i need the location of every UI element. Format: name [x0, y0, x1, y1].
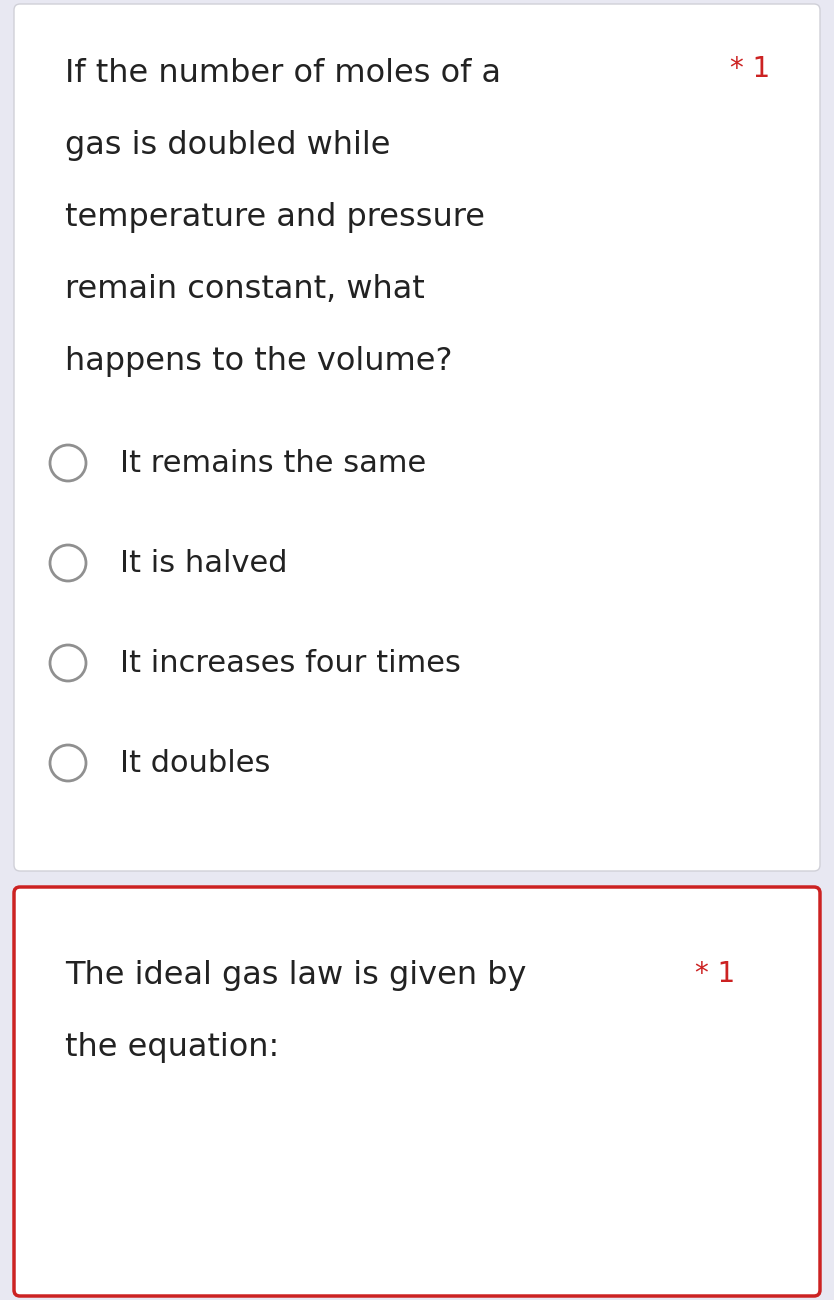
Ellipse shape: [50, 545, 86, 581]
Ellipse shape: [50, 745, 86, 781]
FancyBboxPatch shape: [14, 887, 820, 1296]
Text: * 1: * 1: [730, 55, 771, 83]
Text: * 1: * 1: [695, 959, 736, 988]
Ellipse shape: [50, 645, 86, 681]
Text: the equation:: the equation:: [65, 1032, 279, 1063]
Text: It increases four times: It increases four times: [120, 649, 461, 677]
Text: gas is doubled while: gas is doubled while: [65, 130, 390, 161]
Text: It doubles: It doubles: [120, 749, 270, 777]
Text: The ideal gas law is given by: The ideal gas law is given by: [65, 959, 526, 991]
Ellipse shape: [50, 445, 86, 481]
Text: It is halved: It is halved: [120, 549, 288, 577]
Text: happens to the volume?: happens to the volume?: [65, 346, 453, 377]
FancyBboxPatch shape: [14, 4, 820, 871]
Text: If the number of moles of a: If the number of moles of a: [65, 58, 501, 88]
Text: temperature and pressure: temperature and pressure: [65, 202, 485, 233]
Text: remain constant, what: remain constant, what: [65, 274, 425, 306]
Text: It remains the same: It remains the same: [120, 448, 426, 477]
